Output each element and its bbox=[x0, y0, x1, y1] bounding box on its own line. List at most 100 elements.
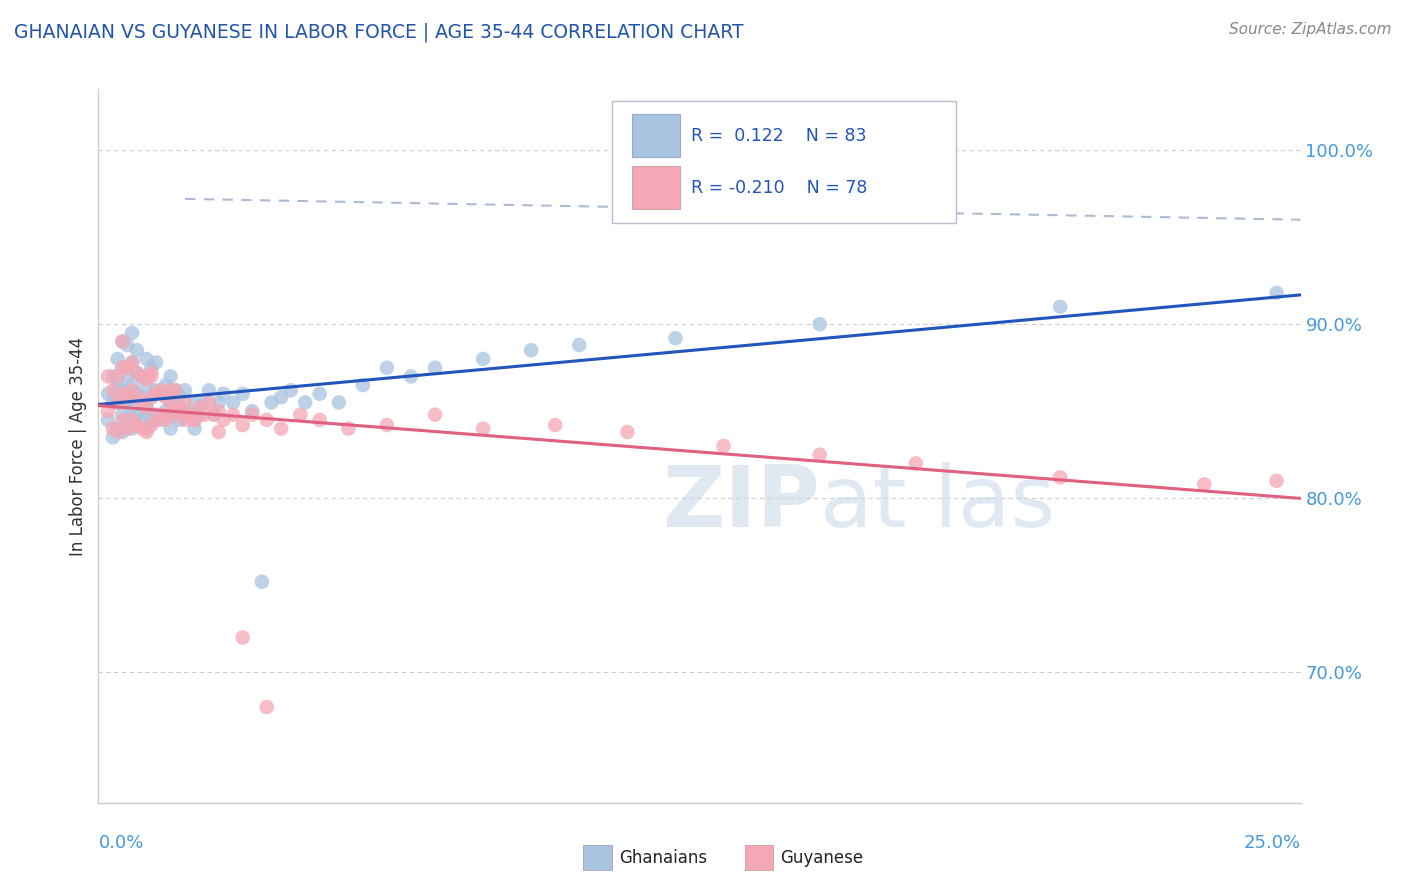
Point bbox=[145, 408, 167, 422]
Point bbox=[117, 390, 139, 404]
Point bbox=[97, 369, 120, 384]
Point bbox=[131, 413, 153, 427]
Point bbox=[179, 408, 201, 422]
Point bbox=[125, 366, 148, 380]
Point bbox=[174, 395, 197, 409]
Point bbox=[208, 395, 231, 409]
Point bbox=[97, 386, 120, 401]
FancyBboxPatch shape bbox=[633, 166, 681, 210]
Point bbox=[159, 408, 181, 422]
Text: 0.0%: 0.0% bbox=[98, 834, 143, 852]
Point bbox=[149, 384, 172, 398]
Point bbox=[169, 390, 191, 404]
Point bbox=[544, 418, 567, 433]
Point bbox=[188, 401, 211, 415]
Point bbox=[155, 413, 177, 427]
Point bbox=[107, 395, 129, 409]
Point bbox=[107, 369, 129, 384]
Point bbox=[135, 351, 157, 366]
Point bbox=[159, 369, 181, 384]
Point bbox=[141, 369, 163, 384]
Point bbox=[121, 355, 143, 369]
Point bbox=[165, 384, 187, 398]
Point bbox=[165, 408, 187, 422]
Point bbox=[145, 413, 167, 427]
Point bbox=[352, 378, 374, 392]
Point bbox=[141, 366, 163, 380]
Point bbox=[193, 408, 215, 422]
Point bbox=[179, 408, 201, 422]
Point bbox=[1049, 300, 1071, 314]
Text: GHANAIAN VS GUYANESE IN LABOR FORCE | AGE 35-44 CORRELATION CHART: GHANAIAN VS GUYANESE IN LABOR FORCE | AG… bbox=[14, 22, 744, 42]
Point bbox=[270, 421, 292, 435]
Point bbox=[131, 369, 153, 384]
Point bbox=[97, 404, 120, 418]
Point bbox=[174, 384, 197, 398]
Point bbox=[101, 384, 124, 398]
Point bbox=[208, 404, 231, 418]
Point bbox=[165, 384, 187, 398]
Point bbox=[145, 384, 167, 398]
Point bbox=[159, 395, 181, 409]
Point bbox=[232, 418, 254, 433]
Point bbox=[208, 425, 231, 439]
Point bbox=[159, 384, 181, 398]
Point bbox=[808, 317, 831, 331]
Point bbox=[125, 366, 148, 380]
Point bbox=[111, 334, 134, 349]
Point bbox=[472, 351, 495, 366]
Point bbox=[616, 425, 638, 439]
Point bbox=[212, 413, 235, 427]
Point bbox=[135, 401, 157, 415]
Point bbox=[135, 378, 157, 392]
Point bbox=[290, 408, 312, 422]
Point bbox=[121, 326, 143, 340]
Point bbox=[121, 401, 143, 415]
Point bbox=[141, 413, 163, 427]
Point bbox=[145, 355, 167, 369]
Point bbox=[188, 408, 211, 422]
Point bbox=[472, 421, 495, 435]
Point bbox=[125, 390, 148, 404]
Point bbox=[117, 369, 139, 384]
Point bbox=[1265, 285, 1288, 300]
Text: at las: at las bbox=[820, 461, 1054, 545]
Point bbox=[423, 408, 446, 422]
Point bbox=[149, 386, 172, 401]
Point bbox=[174, 404, 197, 418]
Point bbox=[202, 408, 225, 422]
Point bbox=[107, 421, 129, 435]
Y-axis label: In Labor Force | Age 35-44: In Labor Force | Age 35-44 bbox=[69, 336, 87, 556]
Point bbox=[904, 457, 927, 471]
Point bbox=[117, 360, 139, 375]
Point bbox=[240, 408, 263, 422]
Point bbox=[183, 413, 205, 427]
Point bbox=[101, 395, 124, 409]
Point bbox=[107, 425, 129, 439]
Text: Guyanese: Guyanese bbox=[780, 849, 863, 867]
Point bbox=[135, 373, 157, 387]
Point bbox=[169, 401, 191, 415]
Point bbox=[125, 408, 148, 422]
Point bbox=[117, 413, 139, 427]
Point bbox=[1265, 474, 1288, 488]
Text: 25.0%: 25.0% bbox=[1243, 834, 1301, 852]
Point bbox=[131, 369, 153, 384]
Point bbox=[399, 369, 422, 384]
Text: R =  0.122    N = 83: R = 0.122 N = 83 bbox=[692, 127, 866, 145]
Point bbox=[212, 386, 235, 401]
Point bbox=[111, 425, 134, 439]
Point bbox=[198, 384, 221, 398]
Point bbox=[121, 384, 143, 398]
Point bbox=[270, 390, 292, 404]
Point bbox=[111, 408, 134, 422]
Text: Ghanaians: Ghanaians bbox=[619, 849, 707, 867]
Point bbox=[155, 390, 177, 404]
Point bbox=[375, 360, 398, 375]
Point bbox=[101, 430, 124, 444]
Point bbox=[159, 421, 181, 435]
Point bbox=[423, 360, 446, 375]
Point bbox=[141, 390, 163, 404]
Point bbox=[520, 343, 543, 358]
Point bbox=[111, 386, 134, 401]
